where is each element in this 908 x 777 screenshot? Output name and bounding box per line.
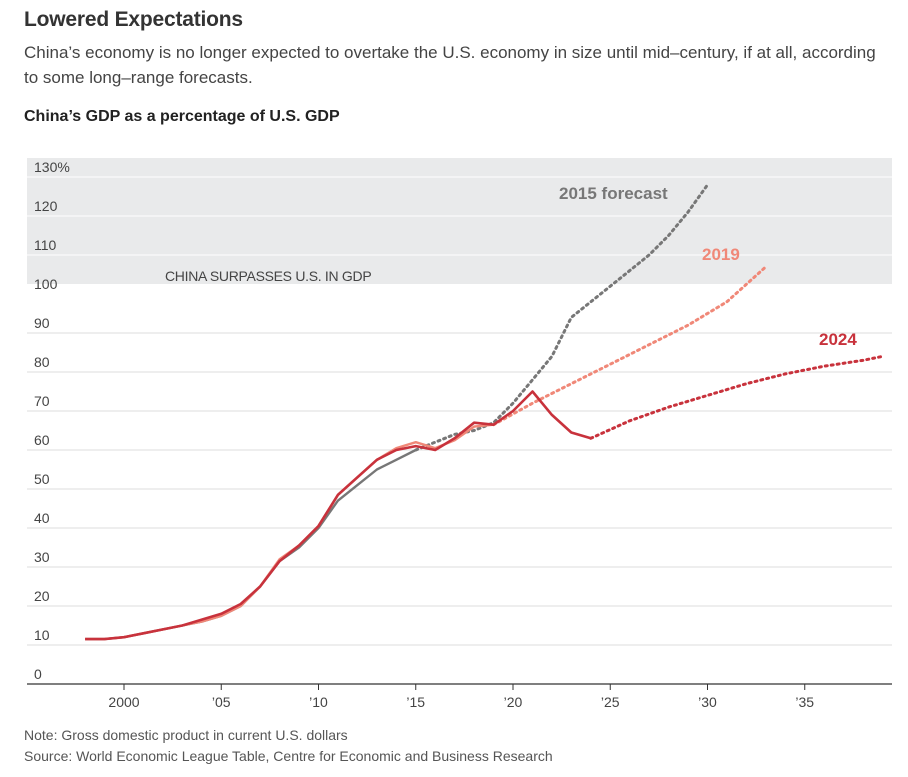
actual-line-2024 (85, 390, 592, 641)
y-tick-label: 90 (34, 315, 50, 331)
series-label-2015-forecast: 2015 forecast (559, 184, 668, 203)
x-tick-label: ’05 (212, 694, 231, 710)
x-tick-label: ’15 (406, 694, 425, 710)
y-tick-label: 70 (34, 393, 50, 409)
chart-title: China’s GDP as a percentage of U.S. GDP (24, 108, 340, 125)
y-tick-label: 0 (34, 666, 42, 682)
y-tick-label: 60 (34, 432, 50, 448)
series-lines (85, 183, 884, 641)
y-tick-label: 120 (34, 198, 58, 214)
x-axis-ticks: 2000 ’05 ’10 ’15 ’20 ’25 ’30 ’35 (108, 684, 814, 710)
actual-line-2019 (85, 423, 494, 641)
y-tick-label: 130% (34, 159, 70, 175)
x-tick-label: ’20 (504, 694, 523, 710)
zone-label: CHINA SURPASSES U.S. IN GDP (165, 268, 371, 284)
x-tick-label: ’35 (795, 694, 814, 710)
y-tick-label: 100 (34, 276, 58, 292)
x-tick-label: ’30 (698, 694, 717, 710)
y-axis-ticks: 0 10 20 30 40 50 60 70 80 90 100 110 120 130% (34, 159, 70, 682)
footer-notes: Note: Gross domestic product in current … (24, 725, 553, 767)
x-tick-label: 2000 (108, 694, 139, 710)
series-label-2019: 2019 (702, 245, 740, 264)
actual-line-2015-forecast (85, 448, 417, 641)
china-surpasses-zone (27, 158, 892, 284)
footnote: Note: Gross domestic product in current … (24, 727, 348, 743)
page-title: Lowered Expectations (24, 8, 243, 31)
gridlines (27, 176, 892, 685)
forecast-line-2015-forecast (414, 183, 709, 452)
page-subtitle: China’s economy is no longer expected to… (24, 43, 876, 87)
y-tick-label: 110 (34, 237, 57, 253)
y-tick-label: 10 (34, 627, 50, 643)
y-tick-label: 30 (34, 549, 50, 565)
forecast-line-2024 (589, 354, 884, 440)
x-tick-label: ’25 (601, 694, 620, 710)
y-tick-label: 50 (34, 471, 50, 487)
y-tick-label: 80 (34, 354, 50, 370)
forecast-line-2019 (492, 265, 768, 427)
y-tick-label: 40 (34, 510, 50, 526)
y-tick-label: 20 (34, 588, 50, 604)
source-note: Source: World Economic League Table, Cen… (24, 748, 553, 764)
series-label-2024: 2024 (819, 330, 857, 349)
x-tick-label: ’10 (309, 694, 328, 710)
